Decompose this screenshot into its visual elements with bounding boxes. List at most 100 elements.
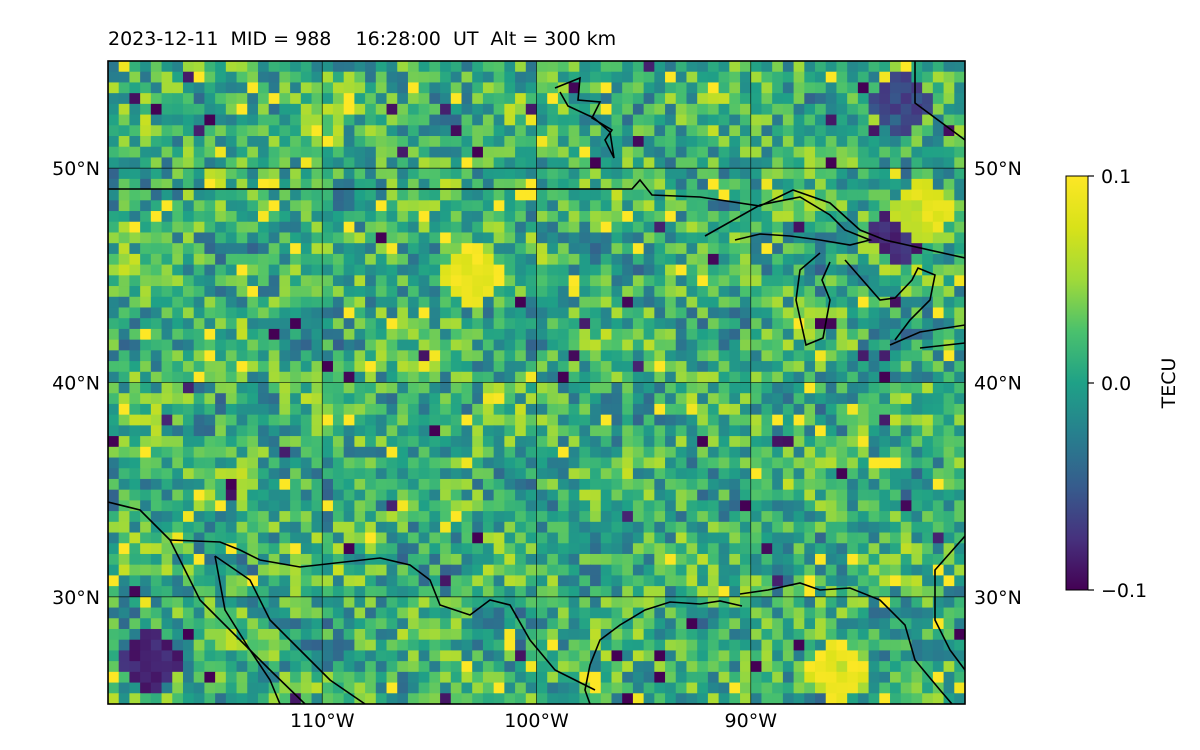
heatmap-cell xyxy=(911,414,923,426)
heatmap-cell xyxy=(654,328,666,341)
heatmap-cell xyxy=(322,457,334,469)
heatmap-cell xyxy=(815,661,827,673)
heatmap-cell xyxy=(557,361,570,373)
heatmap-cell xyxy=(879,286,891,298)
heatmap-cell xyxy=(204,361,216,373)
heatmap-cell xyxy=(793,136,805,148)
heatmap-cell xyxy=(632,693,645,704)
heatmap-cell xyxy=(665,661,677,673)
heatmap-cell xyxy=(322,628,334,641)
heatmap-cell xyxy=(461,682,473,694)
heatmap-cell xyxy=(108,243,120,255)
heatmap-cell xyxy=(750,639,763,652)
heatmap-cell xyxy=(279,275,291,287)
heatmap-cell xyxy=(129,511,141,523)
heatmap-cell xyxy=(140,103,152,116)
heatmap-cell xyxy=(236,350,248,362)
heatmap-cell xyxy=(868,639,880,652)
heatmap-cell xyxy=(236,221,248,234)
heatmap-cell xyxy=(932,468,945,480)
heatmap-cell xyxy=(825,425,838,437)
heatmap-cell xyxy=(493,350,505,362)
heatmap-cell xyxy=(815,393,827,405)
heatmap-cell xyxy=(365,468,377,480)
heatmap-cell xyxy=(472,489,484,501)
heatmap-cell xyxy=(161,457,173,469)
heatmap-cell xyxy=(622,243,634,255)
heatmap-cell xyxy=(397,382,409,394)
heatmap-cell xyxy=(611,82,623,94)
heatmap-cell xyxy=(407,371,420,384)
heatmap-cell xyxy=(772,168,784,180)
heatmap-cell xyxy=(825,500,838,512)
heatmap-cell xyxy=(568,318,580,330)
heatmap-cell xyxy=(375,189,388,201)
heatmap-cell xyxy=(643,543,655,555)
heatmap-cell xyxy=(825,446,838,459)
heatmap-cell xyxy=(504,125,516,137)
heatmap-cell xyxy=(418,361,430,373)
heatmap-cell xyxy=(472,618,484,630)
heatmap-cell xyxy=(515,125,527,137)
heatmap-cell xyxy=(782,61,795,73)
heatmap-cell xyxy=(686,93,698,105)
heatmap-cell xyxy=(590,157,602,169)
heatmap-cell xyxy=(740,61,752,73)
heatmap-cell xyxy=(718,671,730,684)
heatmap-cell xyxy=(515,114,527,126)
heatmap-cell xyxy=(697,489,709,501)
heatmap-cell xyxy=(943,82,955,94)
heatmap-cell xyxy=(675,414,688,426)
heatmap-cell xyxy=(611,339,623,351)
heatmap-cell xyxy=(568,639,580,652)
heatmap-cell xyxy=(193,661,206,673)
heatmap-cell xyxy=(225,350,238,362)
heatmap-cell xyxy=(343,350,355,362)
heatmap-cell xyxy=(804,403,816,416)
heatmap-cell xyxy=(397,243,409,255)
heatmap-cell xyxy=(140,500,152,512)
heatmap-cell xyxy=(879,403,891,416)
heatmap-cell xyxy=(418,446,430,459)
heatmap-cell xyxy=(268,425,280,437)
heatmap-cell xyxy=(879,564,891,576)
heatmap-cell xyxy=(247,682,259,694)
heatmap-cell xyxy=(890,436,902,448)
heatmap-cell xyxy=(365,125,377,137)
heatmap-cell xyxy=(311,468,323,480)
heatmap-cell xyxy=(718,575,730,587)
heatmap-cell xyxy=(675,457,688,469)
heatmap-cell xyxy=(622,157,634,169)
heatmap-cell xyxy=(568,596,580,609)
heatmap-cell xyxy=(290,468,302,480)
heatmap-cell xyxy=(343,682,355,694)
heatmap-cell xyxy=(900,446,913,459)
heatmap-cell xyxy=(643,425,655,437)
heatmap-cell xyxy=(525,82,538,94)
heatmap-cell xyxy=(611,200,623,212)
heatmap-cell xyxy=(172,575,184,587)
heatmap-cell xyxy=(954,275,965,287)
heatmap-cell xyxy=(804,393,816,405)
heatmap-cell xyxy=(579,189,591,201)
heatmap-cell xyxy=(429,178,441,191)
heatmap-cell xyxy=(332,350,345,362)
heatmap-cell xyxy=(236,168,248,180)
heatmap-cell xyxy=(204,382,216,394)
heatmap-cell xyxy=(600,189,613,201)
heatmap-cell xyxy=(579,628,591,641)
heatmap-cell xyxy=(472,189,484,201)
heatmap-cell xyxy=(761,178,773,191)
heatmap-cell xyxy=(740,93,752,105)
heatmap-cell xyxy=(311,361,323,373)
heatmap-cell xyxy=(879,114,891,126)
heatmap-cell xyxy=(847,307,859,319)
heatmap-cell xyxy=(450,586,463,598)
heatmap-cell xyxy=(729,682,741,694)
heatmap-cell xyxy=(707,457,720,469)
heatmap-cell xyxy=(472,468,484,480)
heatmap-cell xyxy=(911,350,923,362)
heatmap-cell xyxy=(332,93,345,105)
heatmap-cell xyxy=(665,650,677,662)
heatmap-cell xyxy=(590,628,602,641)
